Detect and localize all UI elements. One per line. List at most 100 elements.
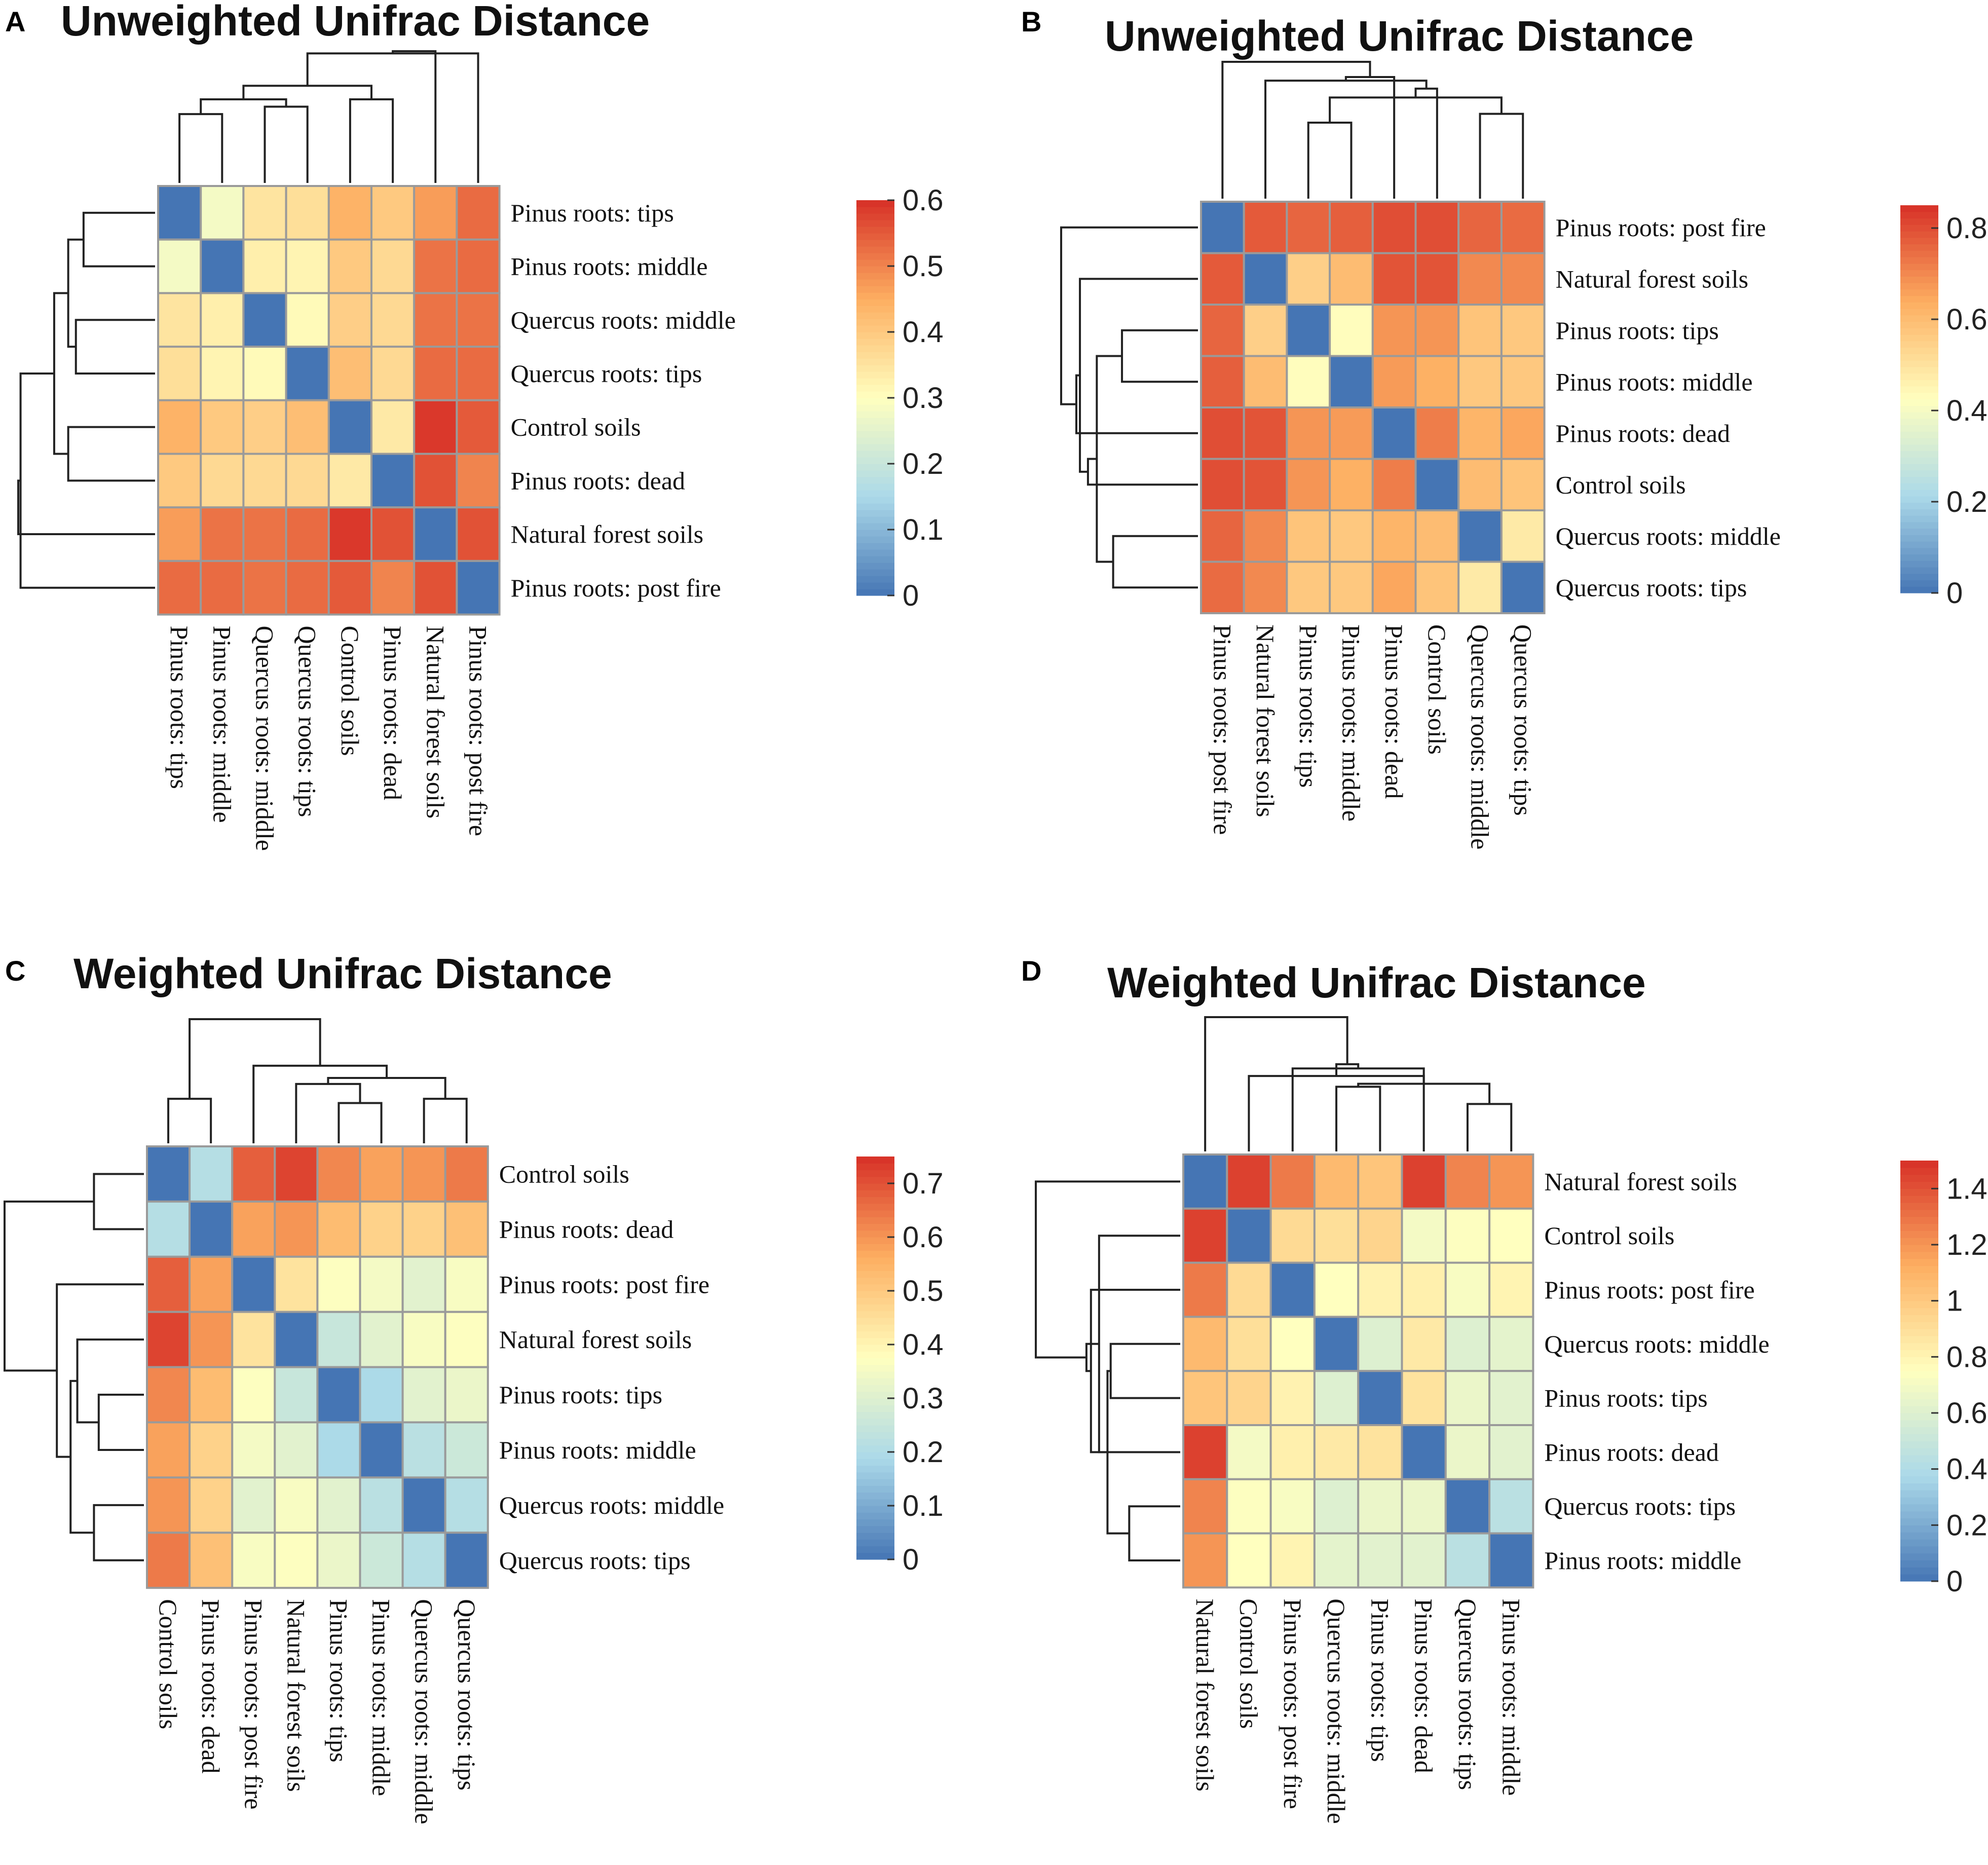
- dendrogram-branch: [1098, 1235, 1180, 1453]
- colorbar-segment: [856, 1452, 894, 1459]
- heatmap-cell: [146, 1476, 191, 1534]
- colorbar-segment: [856, 1391, 894, 1399]
- colorbar-tick-label: 1.4: [1946, 1172, 1987, 1205]
- heatmap-cell: [1444, 1207, 1491, 1264]
- colorbar-segment: [1900, 554, 1938, 561]
- column-label: Quercus roots: tips: [1509, 624, 1537, 816]
- heatmap-cell: [1329, 304, 1374, 357]
- colorbar-segment: [856, 1479, 894, 1486]
- colorbar-segment: [856, 1492, 894, 1500]
- colorbar-segment: [856, 398, 894, 405]
- column-dendrogram: [1204, 1016, 1513, 1151]
- column-labels: Control soils Pinus roots: dead Pinus root…: [154, 1599, 481, 1824]
- heatmap-cell: [274, 1200, 319, 1258]
- colorbar-tick-label: 0.6: [1946, 303, 1987, 336]
- colorbar-tick-label: 0.7: [903, 1167, 944, 1200]
- column-label: Pinus roots: post fire: [1279, 1598, 1307, 1809]
- heatmap-cell: [1269, 1316, 1316, 1372]
- heatmap-cell: [359, 1421, 404, 1479]
- colorbar-segment: [1900, 1315, 1938, 1322]
- heatmap-cell: [1329, 509, 1374, 563]
- colorbar-segment: [1900, 425, 1938, 432]
- colorbar-segment: [1900, 1174, 1938, 1182]
- column-label: Quercus roots: tips: [1453, 1598, 1482, 1790]
- heatmap-cell: [1401, 1261, 1447, 1318]
- row-label: Pinus roots: tips: [511, 199, 674, 227]
- heatmap-cell: [1226, 1532, 1272, 1589]
- colorbar-tick-label: 0.2: [1946, 1509, 1987, 1542]
- colorbar-segment: [856, 523, 894, 530]
- colorbar-segment: [856, 233, 894, 240]
- column-label: Pinus roots: post fire: [464, 626, 493, 836]
- colorbar-segment: [1900, 1322, 1938, 1329]
- colorbar-segment: [856, 1271, 894, 1278]
- colorbar-tick-label: 0.4: [903, 1328, 944, 1361]
- colorbar-segment: [1900, 1539, 1938, 1547]
- colorbar-segment: [856, 1324, 894, 1332]
- colorbar-segment: [856, 240, 894, 247]
- colorbar-segment: [856, 1425, 894, 1432]
- column-dendrogram: [178, 50, 479, 183]
- heatmap-cell: [285, 559, 330, 616]
- heatmap-cell: [401, 1311, 446, 1368]
- colorbar-segment: [1900, 366, 1938, 374]
- dendrogram-branch: [1086, 458, 1198, 486]
- heatmap-cell: [1226, 1370, 1272, 1426]
- column-label: Pinus roots: dead: [1410, 1598, 1438, 1773]
- colorbar-tick-label: 0: [903, 1543, 919, 1576]
- colorbar-segment: [856, 1351, 894, 1359]
- row-label: Natural forest soils: [499, 1325, 692, 1354]
- row-label: Quercus roots: middle: [499, 1491, 724, 1519]
- heatmap-cell: [1243, 252, 1288, 306]
- heatmap-cell: [1444, 1478, 1491, 1535]
- colorbar-tick-label: 0.8: [1946, 1340, 1987, 1373]
- colorbar-segment: [1900, 380, 1938, 387]
- colorbar-segment: [1900, 231, 1938, 238]
- heatmap-cell: [1329, 355, 1374, 408]
- colorbar-segment: [856, 1472, 894, 1479]
- colorbar-segment: [856, 404, 894, 412]
- dendrogram-branch: [1479, 113, 1524, 199]
- colorbar-segment: [856, 1277, 894, 1285]
- heatmap-cell: [401, 1532, 446, 1589]
- heatmap-cell: [1313, 1153, 1360, 1210]
- heatmap-cell: [1182, 1153, 1228, 1210]
- heatmap-cell: [1444, 1424, 1491, 1480]
- dendrogram-branch: [53, 292, 68, 455]
- colorbar-segment: [1900, 205, 1938, 212]
- dendrogram-branch: [4, 1200, 94, 1372]
- colorbar-segment: [856, 437, 894, 444]
- heatmap-cell: [1414, 406, 1460, 460]
- dendrogram-branch: [242, 85, 372, 99]
- heatmap-cell: [1313, 1261, 1360, 1318]
- colorbar-segment: [1900, 392, 1938, 400]
- heatmap-cell: [1182, 1316, 1228, 1372]
- colorbar-segment: [1900, 1371, 1938, 1378]
- heatmap-cell: [242, 453, 287, 509]
- heatmap-cell: [189, 1476, 234, 1534]
- heatmap-cell: [1313, 1316, 1360, 1372]
- colorbar-segment: [1900, 315, 1938, 322]
- row-labels: Natural forest soils Control soils Pinus r…: [1544, 1167, 1769, 1575]
- colorbar-segment: [1900, 1167, 1938, 1175]
- heatmap-cell: [456, 292, 501, 348]
- colorbar-segment: [856, 1358, 894, 1365]
- heatmap-cell: [1414, 252, 1460, 306]
- colorbar-tick-label: 1.2: [1946, 1228, 1987, 1261]
- heatmap-cell: [1500, 304, 1546, 357]
- colorbar-segment: [856, 563, 894, 570]
- heatmap-cell: [1182, 1261, 1228, 1318]
- colorbar-segment: [1900, 1420, 1938, 1428]
- colorbar-segment: [1900, 444, 1938, 452]
- heatmap-cell: [1226, 1207, 1272, 1264]
- heatmap-cell: [1313, 1478, 1360, 1535]
- heatmap-cell: [1243, 458, 1288, 511]
- colorbar-segment: [1900, 1392, 1938, 1399]
- colorbar-segment: [856, 352, 894, 359]
- colorbar-segment: [856, 1217, 894, 1224]
- heatmap-cell: [231, 1366, 276, 1424]
- heatmap-cell: [1488, 1532, 1534, 1589]
- colorbar-segment: [1900, 586, 1938, 593]
- row-label: Pinus roots: middle: [499, 1436, 696, 1464]
- column-label: Control soils: [1423, 624, 1451, 755]
